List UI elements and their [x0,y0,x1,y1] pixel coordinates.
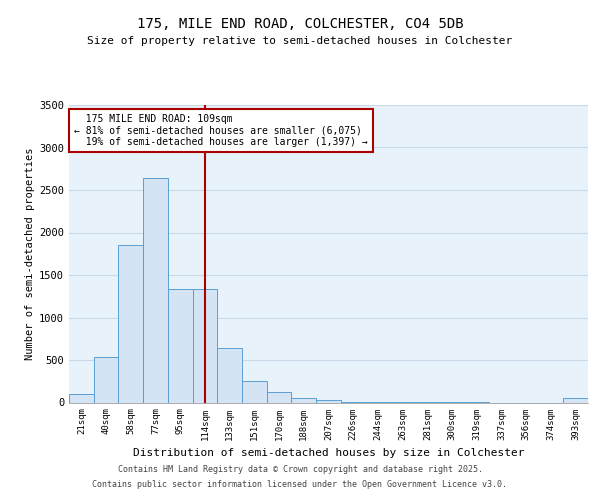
Bar [193,290,217,403]
X-axis label: Distribution of semi-detached houses by size in Colchester: Distribution of semi-detached houses by … [133,448,524,458]
Text: Size of property relative to semi-detached houses in Colchester: Size of property relative to semi-detach… [88,36,512,46]
Bar [168,290,193,403]
Text: Contains public sector information licensed under the Open Government Licence v3: Contains public sector information licen… [92,480,508,489]
Y-axis label: Number of semi-detached properties: Number of semi-detached properties [25,148,35,360]
Bar [242,381,267,402]
Text: Contains HM Land Registry data © Crown copyright and database right 2025.: Contains HM Land Registry data © Crown c… [118,465,482,474]
Bar [316,400,341,402]
Bar [69,394,94,402]
Bar [563,398,588,402]
Bar [267,392,292,402]
Bar [118,245,143,402]
Bar [292,398,316,402]
Bar [217,348,242,403]
Text: 175, MILE END ROAD, COLCHESTER, CO4 5DB: 175, MILE END ROAD, COLCHESTER, CO4 5DB [137,18,463,32]
Text: 175 MILE END ROAD: 109sqm
← 81% of semi-detached houses are smaller (6,075)
  19: 175 MILE END ROAD: 109sqm ← 81% of semi-… [74,114,368,147]
Bar [94,358,118,403]
Bar [143,178,168,402]
